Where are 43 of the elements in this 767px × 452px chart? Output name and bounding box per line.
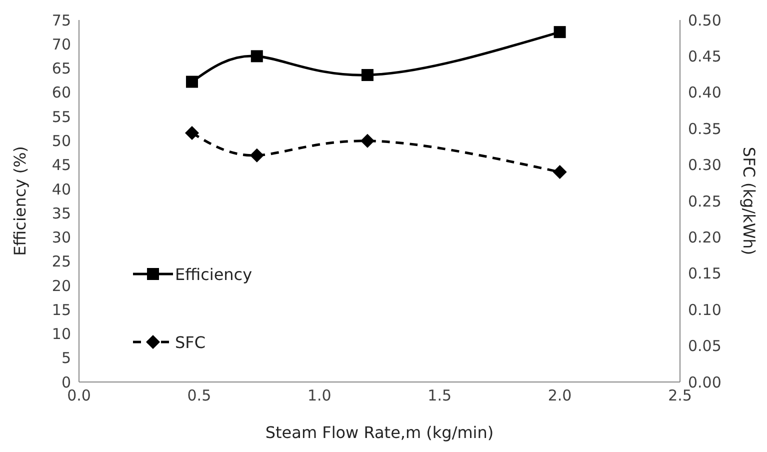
point xyxy=(361,69,374,82)
point xyxy=(554,26,566,38)
y-tick-label: 25 xyxy=(52,252,71,271)
x-tick-label: 0.5 xyxy=(187,386,212,405)
legend-label: Efficiency xyxy=(175,264,252,284)
x-tick-label: 1.5 xyxy=(428,386,452,405)
point xyxy=(184,126,199,140)
x-tick-label: 1.0 xyxy=(307,386,332,405)
legend-label: SFC xyxy=(175,332,206,352)
y-tick-label: 40 xyxy=(52,180,71,198)
y-tick-label: 50 xyxy=(52,132,71,150)
y-tick-label: 75 xyxy=(52,11,71,30)
point xyxy=(360,134,374,148)
y2-tick-label: 0.20 xyxy=(688,228,722,247)
y-tick-label: 10 xyxy=(52,325,71,344)
x-tick-label: 2.0 xyxy=(548,386,572,405)
point xyxy=(250,50,263,62)
y-tick-label: 45 xyxy=(52,156,71,174)
y2-tick-label: 0.25 xyxy=(688,192,722,210)
y2-tick-label: 0.35 xyxy=(688,120,722,138)
y-tick-label: 30 xyxy=(52,228,71,247)
y-tick-label: 65 xyxy=(52,60,71,78)
y2-axis-title: SFC (kg/kWh) xyxy=(739,146,758,256)
y-tick-label: 5 xyxy=(61,349,71,368)
y-tick-label: 70 xyxy=(52,35,71,54)
y-axis-title: Efficiency (%) xyxy=(10,146,30,256)
point xyxy=(250,148,264,162)
y-tick-label: 35 xyxy=(52,204,71,222)
y-tick-label: 55 xyxy=(52,108,71,126)
y2-tick-label: 0.30 xyxy=(688,156,722,174)
y-tick-label: 60 xyxy=(52,84,71,102)
y2-tick-label: 0.05 xyxy=(688,337,722,356)
y2-tick-label: 0.10 xyxy=(688,300,722,319)
y2-tick-label: 0.45 xyxy=(688,48,722,66)
y2-tick-label: 0.40 xyxy=(688,84,722,102)
point xyxy=(552,165,567,180)
y-tick-label: 20 xyxy=(52,276,71,295)
x-tick-label: 0.0 xyxy=(67,386,91,405)
y2-tick-label: 0.50 xyxy=(688,11,722,30)
x-axis-title: Steam Flow Rate,m (kg/min) xyxy=(265,423,494,442)
y2-tick-label: 0.15 xyxy=(688,264,722,283)
y-tick-label: 15 xyxy=(52,300,71,319)
point xyxy=(186,76,198,88)
